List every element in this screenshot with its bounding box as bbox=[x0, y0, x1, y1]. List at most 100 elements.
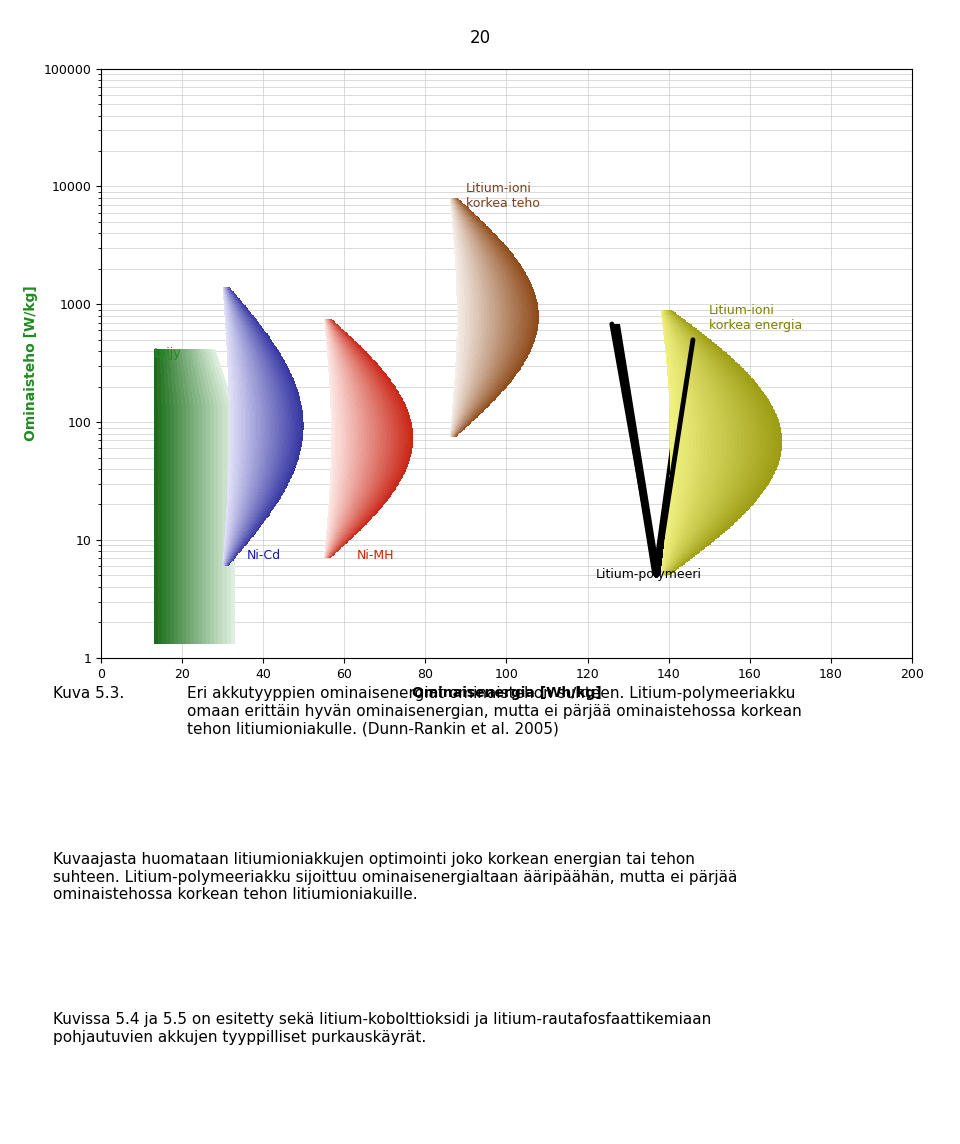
Polygon shape bbox=[531, 315, 534, 316]
Polygon shape bbox=[340, 355, 342, 356]
Polygon shape bbox=[730, 402, 733, 403]
Polygon shape bbox=[456, 383, 458, 384]
Polygon shape bbox=[497, 353, 500, 355]
Polygon shape bbox=[240, 484, 242, 485]
Polygon shape bbox=[276, 498, 277, 499]
Polygon shape bbox=[163, 362, 167, 364]
Polygon shape bbox=[492, 236, 494, 237]
Polygon shape bbox=[369, 468, 372, 469]
Polygon shape bbox=[497, 245, 498, 246]
Polygon shape bbox=[253, 486, 255, 487]
Polygon shape bbox=[396, 448, 398, 450]
Polygon shape bbox=[210, 434, 214, 435]
Polygon shape bbox=[465, 392, 467, 394]
Polygon shape bbox=[203, 548, 206, 549]
Polygon shape bbox=[383, 501, 385, 502]
Polygon shape bbox=[166, 419, 170, 420]
Polygon shape bbox=[228, 364, 229, 366]
Polygon shape bbox=[511, 376, 513, 378]
Polygon shape bbox=[282, 394, 285, 395]
Polygon shape bbox=[179, 376, 182, 379]
Polygon shape bbox=[677, 539, 678, 541]
Polygon shape bbox=[528, 287, 530, 288]
Polygon shape bbox=[231, 505, 233, 506]
Polygon shape bbox=[276, 488, 277, 491]
Polygon shape bbox=[702, 366, 704, 367]
Polygon shape bbox=[513, 257, 515, 260]
Polygon shape bbox=[201, 366, 204, 368]
Polygon shape bbox=[331, 455, 333, 456]
Polygon shape bbox=[332, 479, 335, 480]
Polygon shape bbox=[465, 339, 467, 340]
Polygon shape bbox=[328, 502, 330, 503]
Polygon shape bbox=[529, 348, 532, 349]
Polygon shape bbox=[464, 249, 466, 251]
Polygon shape bbox=[349, 494, 352, 495]
Polygon shape bbox=[685, 431, 688, 432]
Polygon shape bbox=[481, 315, 484, 316]
Polygon shape bbox=[254, 394, 256, 395]
Polygon shape bbox=[166, 633, 170, 634]
Polygon shape bbox=[338, 502, 340, 503]
Polygon shape bbox=[458, 405, 459, 406]
Polygon shape bbox=[681, 328, 683, 329]
Polygon shape bbox=[335, 351, 336, 352]
Polygon shape bbox=[534, 317, 536, 318]
Polygon shape bbox=[772, 471, 776, 472]
Polygon shape bbox=[166, 587, 170, 588]
Polygon shape bbox=[488, 405, 489, 406]
Polygon shape bbox=[203, 613, 206, 614]
Polygon shape bbox=[759, 437, 763, 438]
Polygon shape bbox=[239, 315, 240, 317]
Polygon shape bbox=[354, 351, 356, 352]
Polygon shape bbox=[194, 535, 198, 538]
Polygon shape bbox=[161, 477, 166, 478]
Polygon shape bbox=[378, 373, 380, 374]
Polygon shape bbox=[219, 530, 223, 532]
Polygon shape bbox=[669, 517, 672, 518]
Polygon shape bbox=[367, 445, 369, 446]
Polygon shape bbox=[721, 421, 725, 422]
Polygon shape bbox=[154, 426, 157, 428]
Polygon shape bbox=[285, 364, 287, 366]
Polygon shape bbox=[194, 543, 198, 545]
Polygon shape bbox=[331, 341, 332, 342]
Polygon shape bbox=[490, 403, 492, 405]
Polygon shape bbox=[249, 319, 250, 320]
Polygon shape bbox=[675, 394, 679, 395]
Polygon shape bbox=[219, 503, 223, 505]
Polygon shape bbox=[185, 373, 188, 374]
Polygon shape bbox=[456, 351, 459, 352]
Polygon shape bbox=[468, 247, 470, 248]
Polygon shape bbox=[496, 244, 498, 245]
Polygon shape bbox=[494, 288, 497, 289]
Polygon shape bbox=[476, 232, 478, 233]
Polygon shape bbox=[376, 408, 379, 410]
Polygon shape bbox=[372, 501, 373, 502]
Polygon shape bbox=[351, 378, 353, 379]
Polygon shape bbox=[206, 609, 210, 610]
Polygon shape bbox=[672, 515, 674, 517]
Polygon shape bbox=[338, 474, 340, 475]
Polygon shape bbox=[723, 521, 725, 522]
Polygon shape bbox=[456, 229, 458, 230]
Polygon shape bbox=[190, 503, 194, 505]
Polygon shape bbox=[497, 366, 500, 367]
Polygon shape bbox=[209, 373, 213, 374]
Polygon shape bbox=[695, 421, 699, 422]
Polygon shape bbox=[692, 545, 694, 546]
Polygon shape bbox=[371, 459, 373, 460]
Polygon shape bbox=[206, 623, 210, 625]
Polygon shape bbox=[294, 429, 296, 430]
Polygon shape bbox=[488, 229, 489, 230]
Polygon shape bbox=[281, 375, 284, 376]
Polygon shape bbox=[337, 498, 339, 499]
Polygon shape bbox=[185, 355, 188, 356]
Polygon shape bbox=[744, 413, 748, 414]
Polygon shape bbox=[374, 440, 377, 442]
Polygon shape bbox=[230, 414, 234, 415]
Polygon shape bbox=[236, 345, 238, 348]
Polygon shape bbox=[383, 461, 386, 462]
Polygon shape bbox=[248, 494, 250, 496]
Polygon shape bbox=[214, 490, 219, 491]
